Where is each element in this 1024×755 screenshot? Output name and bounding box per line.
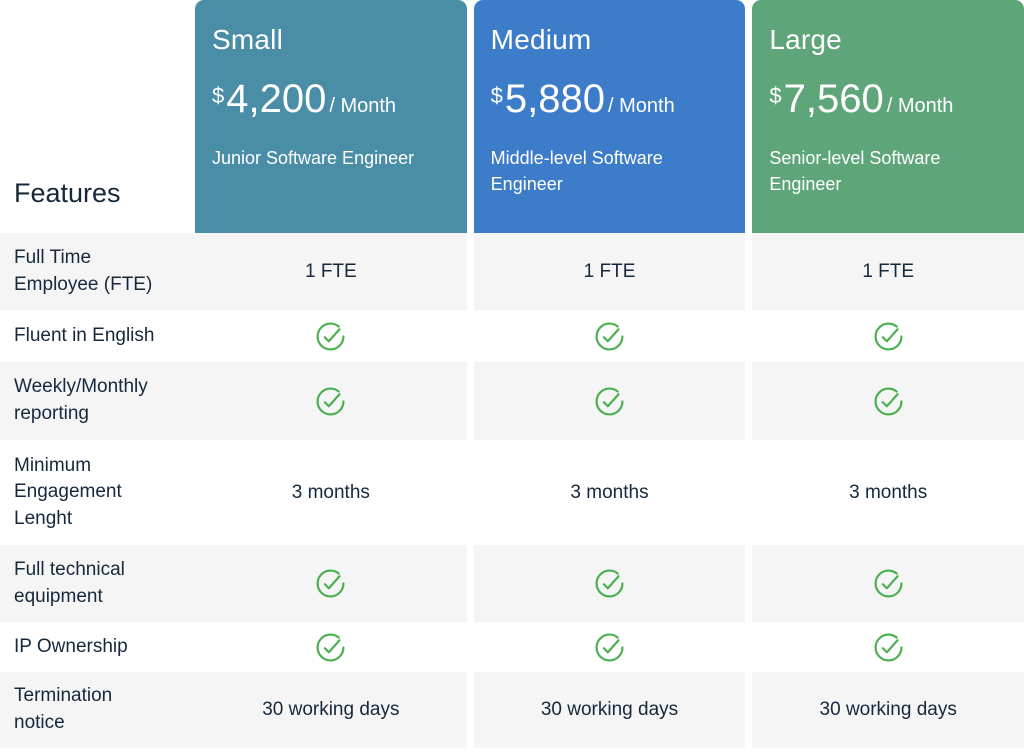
feature-value: 3 months [195,440,467,545]
check-circle-icon [315,321,346,352]
feature-value [752,622,1024,672]
feature-value [473,622,746,672]
price-period: / Month [886,95,954,117]
feature-label: Fluent in English [0,310,195,362]
plan-role: Middle-level Software Engineer [490,148,663,195]
check-circle-icon [594,386,625,417]
feature-value [752,545,1024,622]
plan-price: $ 5,880 / Month [491,79,728,119]
price-period: / Month [329,95,397,117]
feature-value [473,310,746,362]
feature-value [752,362,1024,440]
feature-value: 30 working days [752,672,1024,748]
feature-value: 1 FTE [752,233,1024,310]
feature-value [752,310,1024,362]
plan-price: $ 7,560 / Month [769,79,1006,119]
feature-value [473,362,746,440]
price-period: / Month [608,95,675,117]
feature-value: 3 months [752,440,1024,545]
plan-card-small: Small $ 4,200 / Month Junior Software En… [195,0,467,233]
feature-value: 3 months [473,440,746,545]
check-circle-icon [873,386,904,417]
check-circle-icon [873,632,904,663]
check-circle-icon [594,568,625,599]
table-row-equipment: Full technical equipment [0,545,1024,622]
feature-label: Weekly/Monthly reporting [0,362,195,440]
feature-value [195,310,467,362]
plan-name: Small [212,24,284,55]
feature-label: Termination notice [0,672,195,748]
table-row-termination: Termination notice 30 working days 30 wo… [0,672,1024,748]
features-column-title: Features [0,0,195,233]
plan-card-large: Large $ 7,560 / Month Senior-level Softw… [752,0,1024,233]
table-row-engagement: Minimum Engagement Lenght 3 months 3 mon… [0,440,1024,545]
feature-label: Minimum Engagement Lenght [0,440,195,545]
feature-value: 1 FTE [195,233,467,310]
plan-name: Large [769,24,842,55]
check-circle-icon [315,386,346,417]
price-amount: 4,200 [226,77,327,121]
plan-card-medium: Medium $ 5,880 / Month Middle-level Soft… [473,0,746,233]
feature-value: 30 working days [195,672,467,748]
currency-symbol: $ [769,83,782,108]
price-amount: 5,880 [504,77,606,121]
check-circle-icon [315,632,346,663]
currency-symbol: $ [490,83,503,108]
price-amount: 7,560 [783,77,884,121]
plan-name: Medium [490,24,592,55]
feature-value [473,545,746,622]
feature-value [195,362,467,440]
feature-label: IP Ownership [0,622,195,672]
table-row-english: Fluent in English [0,310,1024,362]
plan-role: Senior-level Software Engineer [769,148,941,195]
table-row-reporting: Weekly/Monthly reporting [0,362,1024,440]
table-row-fte: Full Time Employee (FTE) 1 FTE 1 FTE 1 F… [0,233,1024,310]
feature-value: 1 FTE [473,233,746,310]
check-circle-icon [873,568,904,599]
check-circle-icon [873,321,904,352]
feature-value: 30 working days [473,672,746,748]
table-row-ip: IP Ownership [0,622,1024,672]
check-circle-icon [594,321,625,352]
check-circle-icon [594,632,625,663]
pricing-header-row: Features Small $ 4,200 / Month Junior So… [0,0,1024,233]
feature-label: Full technical equipment [0,545,195,622]
currency-symbol: $ [212,83,225,108]
plan-price: $ 4,200 / Month [212,79,449,119]
feature-value [195,545,467,622]
plan-role: Junior Software Engineer [212,148,415,168]
feature-value [195,622,467,672]
check-circle-icon [315,568,346,599]
feature-label: Full Time Employee (FTE) [0,233,195,310]
